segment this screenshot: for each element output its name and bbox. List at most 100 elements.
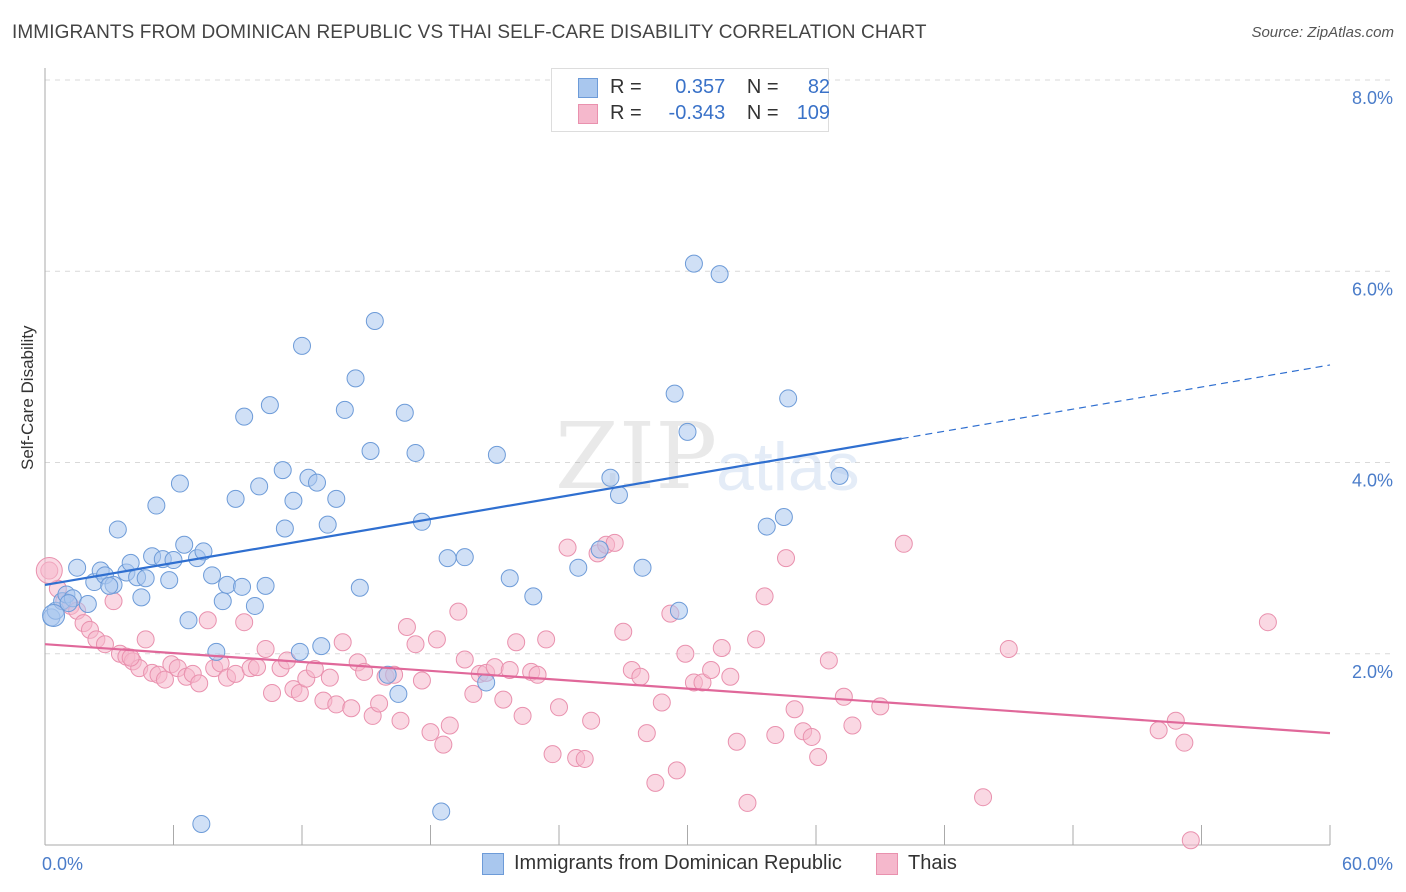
data-point (999, 639, 1018, 658)
data-point (669, 601, 688, 620)
source-credit: Source: ZipAtlas.com (1251, 24, 1394, 41)
data-point (350, 578, 369, 597)
data-point (779, 389, 798, 408)
data-point (290, 642, 309, 661)
y-tick-label: 2.0% (1352, 662, 1393, 682)
data-point (434, 735, 453, 754)
data-point (95, 635, 114, 654)
correlation-legend: R = 0.357 N = 82 R = -0.343 N = 109 (551, 68, 831, 132)
data-point (68, 558, 87, 577)
data-point (320, 668, 339, 687)
data-point (449, 602, 468, 621)
data-point (485, 658, 504, 677)
data-point (830, 466, 849, 485)
data-point (198, 611, 217, 630)
data-point (777, 549, 796, 568)
data-point (218, 575, 237, 594)
x-tick-label: 0.0% (42, 854, 83, 874)
data-point (432, 802, 451, 821)
data-point (59, 594, 78, 613)
data-point (727, 732, 746, 751)
legend-n-label: N = (746, 102, 779, 124)
chart-title: IMMIGRANTS FROM DOMINICAN REPUBLIC VS TH… (12, 22, 927, 43)
data-point (245, 596, 264, 615)
data-point (155, 670, 174, 689)
data-point (1149, 721, 1168, 740)
legend-r-value: 0.357 (675, 76, 726, 98)
data-point (721, 667, 740, 686)
data-point (235, 407, 254, 426)
dominican-trend-extension (901, 364, 1331, 440)
legend-n-value: 82 (807, 76, 831, 98)
data-point (42, 604, 66, 627)
data-point (652, 693, 671, 712)
data-point (500, 569, 519, 588)
data-point (190, 674, 209, 693)
data-point (207, 642, 226, 661)
data-point (809, 748, 828, 767)
data-point (164, 551, 183, 570)
data-point (590, 540, 609, 559)
axes (44, 68, 1331, 846)
data-point (543, 745, 562, 764)
y-tick-label: 8.0% (1352, 88, 1393, 108)
data-point (455, 650, 474, 669)
data-point (738, 793, 757, 812)
data-point (318, 515, 337, 534)
data-point (226, 489, 245, 508)
data-point (365, 311, 384, 330)
data-point (160, 571, 179, 590)
data-point (132, 588, 151, 607)
data-point (203, 566, 222, 585)
data-point (843, 716, 862, 735)
data-point (766, 726, 785, 745)
thais-points (35, 533, 1277, 850)
data-point (667, 761, 686, 780)
data-point (406, 635, 425, 654)
data-point (35, 557, 63, 585)
data-point (104, 592, 123, 611)
trend-lines (44, 364, 1331, 735)
legend-r-value: -0.343 (668, 102, 726, 124)
data-point (605, 533, 624, 552)
data-point (248, 658, 267, 677)
data-point (307, 473, 326, 492)
series-legend: Immigrants from Dominican Republic Thais (0, 852, 1406, 878)
legend-r-label: R = (610, 102, 642, 124)
data-point (378, 665, 397, 684)
legend-n-label: N = (746, 76, 779, 98)
data-point (646, 773, 665, 792)
data-point (147, 496, 166, 515)
data-point (609, 486, 628, 505)
data-point (108, 520, 127, 539)
data-point (1166, 711, 1185, 730)
data-point (335, 400, 354, 419)
data-point (213, 592, 232, 611)
data-point (676, 644, 695, 663)
data-point (438, 549, 457, 568)
data-point (819, 651, 838, 670)
data-point (537, 630, 556, 649)
legend-swatch-blue (482, 853, 504, 875)
data-point (250, 477, 269, 496)
data-point (412, 671, 431, 690)
data-point (601, 468, 620, 487)
data-point (785, 700, 804, 719)
data-point (273, 461, 292, 480)
data-point (235, 613, 254, 632)
data-point (263, 683, 282, 702)
data-point (507, 633, 526, 652)
data-point (712, 639, 731, 658)
data-point (397, 617, 416, 636)
legend-n-value: 109 (796, 102, 831, 124)
data-point (427, 630, 446, 649)
data-point (100, 576, 119, 595)
data-point (256, 639, 275, 658)
data-point (774, 508, 793, 527)
data-point (550, 698, 568, 717)
data-point (894, 534, 913, 553)
y-tick-label: 4.0% (1352, 471, 1393, 491)
data-point (346, 369, 365, 388)
legend-swatch-pink (876, 853, 898, 875)
data-point (170, 474, 189, 493)
